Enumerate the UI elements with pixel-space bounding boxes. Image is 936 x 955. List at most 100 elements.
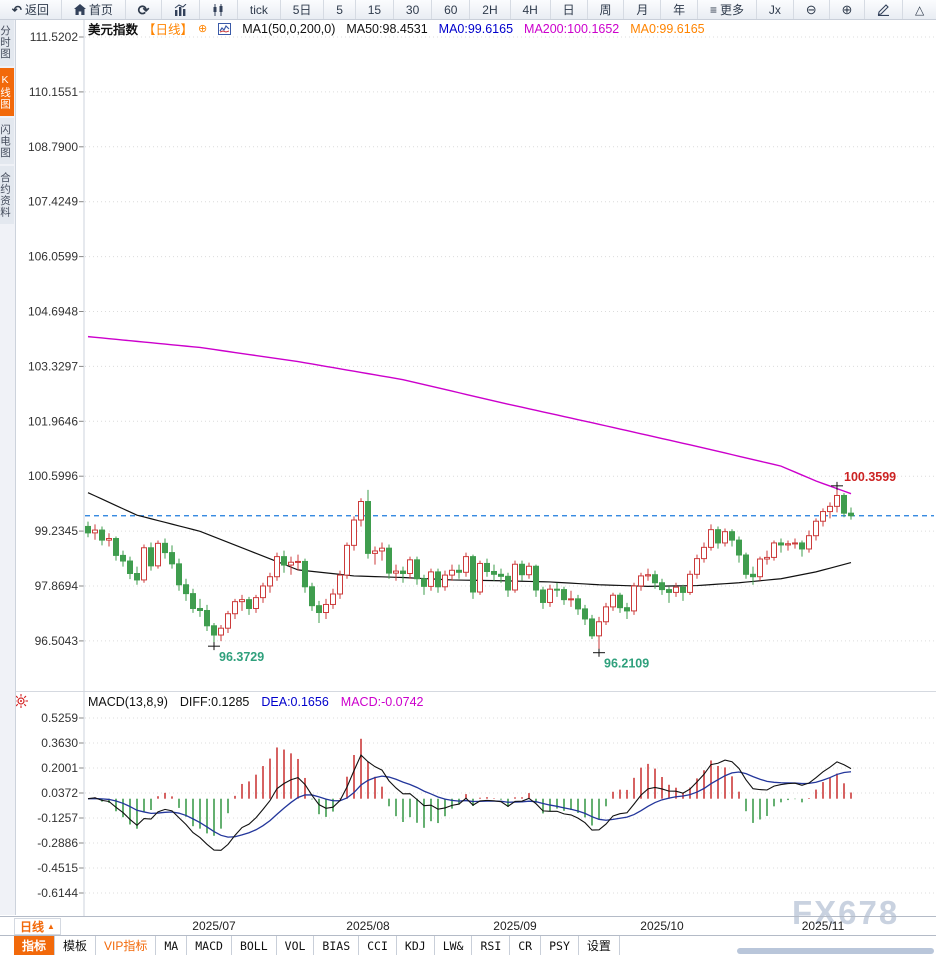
period-selector[interactable]: 日线 ▲ [14, 918, 61, 935]
sidebar-tab-lightning-chart[interactable]: 闪电图 [0, 117, 14, 166]
indicator-tab-bias[interactable]: BIAS [314, 936, 360, 955]
toolbar-button-label: Jx [768, 2, 781, 17]
toolbar-button-year[interactable]: 年 [661, 0, 699, 19]
high-price-label: 100.3599 [844, 470, 896, 484]
toolbar-button-formula[interactable]: Jx [757, 0, 794, 19]
bars-chart-icon [174, 3, 187, 16]
macd-y-tick-label: 0.5259 [41, 711, 78, 725]
indicator-settings-icon[interactable] [13, 693, 29, 712]
macd-y-tick-label: 0.0372 [41, 786, 78, 800]
pencil-icon [877, 3, 890, 16]
main-y-tick-label: 107.4249 [28, 195, 78, 209]
indicator-tab-macd[interactable]: MACD [187, 936, 232, 955]
date-axis-row: 日线 ▲ 2025/07 2025/08 2025/09 2025/10 2025/11 [0, 916, 936, 935]
macd-header-row: MACD(13,8,9) DIFF:0.1285 DEA:0.1656 MACD… [0, 693, 936, 712]
tab-bar-left-gutter [0, 936, 14, 955]
triangle-icon: △ [915, 2, 925, 17]
ma200-value: MA200:100.1652 [524, 21, 620, 36]
toolbar-button-tick[interactable]: tick [238, 0, 281, 19]
indicator-tab-bar: 指标 模板 VIP指标 MA MACD BOLL VOL BIAS CCI KDJ LW& RSI CR… [0, 935, 936, 955]
x-axis-month-label: 2025/10 [640, 919, 684, 933]
diff-value: DIFF:0.1285 [179, 695, 250, 709]
indicator-tab-psy[interactable]: PSY [541, 936, 579, 955]
toolbar-button-refresh[interactable]: ⟳ [126, 0, 163, 19]
ma-params: MA1(50,0,200,0) [242, 21, 336, 36]
menu-icon: ≡ [710, 2, 718, 17]
x-axis-month-label: 2025/09 [493, 919, 537, 933]
toolbar-button-back[interactable]: ↶ 返回 [0, 0, 62, 19]
toolbar-button-week[interactable]: 周 [588, 0, 625, 19]
indicator-tab-indicator[interactable]: 指标 [14, 936, 56, 955]
toolbar-button-label: 年 [673, 3, 686, 17]
toolbar-button-label: 首页 [88, 3, 113, 17]
macd-y-tick-label: -0.2886 [37, 836, 78, 850]
macd-y-tick-label: -0.4515 [37, 861, 78, 875]
toolbar-button-label: 周 [599, 3, 612, 17]
indicator-tab-boll[interactable]: BOLL [232, 936, 277, 955]
toolbar-button-shapes[interactable]: △ [903, 0, 936, 19]
toolbar-button-label: 5 [336, 2, 343, 17]
toolbar-button-h4[interactable]: 4H [511, 0, 551, 19]
toolbar-button-label: 更多 [720, 3, 745, 17]
toolbar-button-label: 日 [562, 3, 575, 17]
toolbar-button-day[interactable]: 日 [551, 0, 588, 19]
add-to-watchlist-icon[interactable]: ⊕ [198, 23, 208, 35]
toolbar-button-h2[interactable]: 2H [470, 0, 511, 19]
indicator-tab-lwr[interactable]: LW& [435, 936, 473, 955]
indicator-tab-rsi[interactable]: RSI [472, 936, 511, 955]
toolbar-button-zoom-out[interactable]: ⊖ [794, 0, 830, 19]
indicator-tab-settings[interactable]: 设置 [579, 936, 620, 955]
indicator-tab-vip-indicator[interactable]: VIP指标 [96, 936, 157, 955]
toolbar-button-label: 4H [522, 2, 538, 17]
toolbar-button-label: 2H [482, 2, 498, 17]
main-y-tick-label: 110.1551 [29, 85, 78, 99]
period-tag[interactable]: 【日线】 [143, 23, 194, 37]
low-price-label: 96.2109 [604, 657, 649, 671]
toolbar-button-m5[interactable]: 5 [324, 0, 356, 19]
main-y-tick-label: 101.9646 [28, 414, 78, 428]
toolbar-button-m15[interactable]: 15 [356, 0, 395, 19]
macd-value: MACD:-0.0742 [340, 695, 424, 709]
indicator-tab-kdj[interactable]: KDJ [397, 936, 435, 955]
indicator-tab-cr[interactable]: CR [510, 936, 542, 955]
dea-line [87, 771, 852, 838]
low-price-label: 96.3729 [219, 650, 264, 664]
toolbar-button-month[interactable]: 月 [624, 0, 662, 19]
candles-icon [212, 3, 225, 16]
macd-y-tick-label: 0.3630 [41, 736, 78, 750]
toolbar-button-label: tick [249, 2, 268, 17]
toolbar-button-draw[interactable] [865, 0, 904, 19]
main-y-tick-label: 100.5996 [28, 469, 78, 483]
toolbar-button-5day[interactable]: 5日 [281, 0, 325, 19]
macd-histogram [94, 738, 852, 836]
toolbar-button-market-overview[interactable] [162, 0, 201, 19]
indicator-tab-ma[interactable]: MA [156, 936, 188, 955]
zoom-out-icon: ⊖ [805, 2, 817, 17]
sidebar-tab-contract-info[interactable]: 合约资料 [0, 166, 14, 226]
sidebar-tab-time-chart[interactable]: 分时图 [0, 19, 14, 68]
toolbar-button-label: 30 [405, 2, 420, 17]
toolbar-button-label: 5日 [292, 3, 312, 17]
main-y-tick-label: 104.6948 [28, 305, 78, 319]
toolbar-button-candle-view[interactable] [200, 0, 238, 19]
macd-y-tick-label: -0.6144 [37, 886, 78, 900]
zoom-in-icon: ⊕ [841, 2, 853, 17]
macd-params: MACD(13,8,9) [88, 695, 168, 709]
horizontal-scrollbar[interactable] [737, 948, 934, 954]
fx678-watermark: FX678 [792, 894, 900, 931]
indicator-tab-vol[interactable]: VOL [277, 936, 315, 955]
sidebar-tab-kline-chart[interactable]: K线图 [0, 67, 14, 118]
toolbar-button-m60[interactable]: 60 [432, 0, 471, 19]
macd-y-tick-label: -0.1257 [37, 811, 78, 825]
toolbar-button-home[interactable]: 首页 [62, 0, 126, 19]
indicator-tab-template[interactable]: 模板 [55, 936, 97, 955]
ma-indicator-icon[interactable] [218, 22, 232, 35]
toolbar-button-m30[interactable]: 30 [394, 0, 433, 19]
main-y-tick-label: 99.2345 [35, 524, 79, 538]
toolbar-button-zoom-in[interactable]: ⊕ [830, 0, 866, 19]
diff-line [87, 754, 852, 851]
toolbar-button-more[interactable]: ≡ 更多 [698, 0, 757, 19]
indicator-tab-cci[interactable]: CCI [359, 936, 397, 955]
